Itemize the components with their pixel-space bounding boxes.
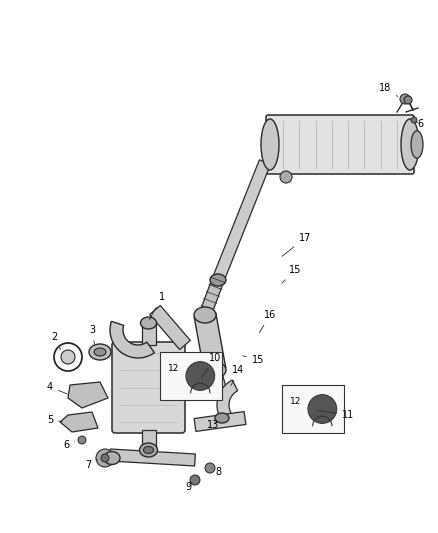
Text: 1: 1	[149, 292, 165, 320]
Text: 13: 13	[207, 420, 219, 430]
Ellipse shape	[194, 307, 216, 323]
Text: 12: 12	[290, 397, 301, 406]
Polygon shape	[217, 380, 238, 425]
Text: 3: 3	[89, 325, 95, 344]
FancyBboxPatch shape	[266, 115, 414, 174]
Polygon shape	[199, 278, 224, 317]
FancyBboxPatch shape	[160, 352, 222, 400]
Text: 6: 6	[416, 119, 423, 129]
Polygon shape	[194, 313, 226, 372]
Text: 15: 15	[282, 265, 301, 283]
Circle shape	[280, 171, 292, 183]
Ellipse shape	[204, 362, 226, 378]
Polygon shape	[110, 449, 195, 466]
Text: 9: 9	[185, 482, 191, 492]
Text: 11: 11	[318, 410, 354, 420]
Circle shape	[400, 94, 410, 104]
Circle shape	[308, 394, 337, 423]
Circle shape	[96, 449, 114, 467]
Text: 8: 8	[212, 467, 221, 477]
Ellipse shape	[261, 119, 279, 170]
FancyBboxPatch shape	[112, 342, 185, 433]
Text: 15: 15	[243, 355, 264, 365]
Circle shape	[78, 436, 86, 444]
Ellipse shape	[141, 317, 156, 329]
Text: 2: 2	[51, 332, 61, 350]
Ellipse shape	[411, 131, 423, 158]
Text: 4: 4	[47, 382, 67, 394]
Text: 5: 5	[47, 415, 62, 425]
Circle shape	[186, 361, 215, 390]
Polygon shape	[209, 368, 228, 397]
Polygon shape	[68, 382, 108, 408]
Ellipse shape	[139, 443, 158, 457]
Polygon shape	[150, 305, 191, 350]
Ellipse shape	[94, 348, 106, 356]
Text: 16: 16	[259, 310, 276, 333]
Ellipse shape	[89, 344, 111, 360]
Text: 6: 6	[63, 440, 74, 450]
Circle shape	[404, 96, 412, 104]
Circle shape	[190, 475, 200, 485]
Polygon shape	[194, 411, 246, 431]
Polygon shape	[110, 321, 155, 358]
Ellipse shape	[210, 274, 226, 286]
Circle shape	[101, 454, 109, 462]
Text: 7: 7	[85, 459, 98, 470]
FancyBboxPatch shape	[282, 385, 344, 433]
Text: 14: 14	[231, 365, 244, 385]
Ellipse shape	[197, 309, 213, 321]
Text: 18: 18	[379, 83, 398, 96]
Polygon shape	[60, 412, 98, 432]
Ellipse shape	[144, 447, 153, 454]
Circle shape	[61, 350, 75, 364]
Polygon shape	[141, 430, 155, 450]
Text: 17: 17	[282, 233, 311, 256]
Ellipse shape	[104, 451, 120, 464]
Circle shape	[411, 117, 417, 123]
Text: 12: 12	[168, 364, 180, 373]
Ellipse shape	[215, 413, 229, 423]
Polygon shape	[212, 160, 271, 282]
Circle shape	[205, 463, 215, 473]
Ellipse shape	[401, 119, 419, 170]
Polygon shape	[141, 323, 155, 345]
Text: 10: 10	[201, 353, 221, 378]
